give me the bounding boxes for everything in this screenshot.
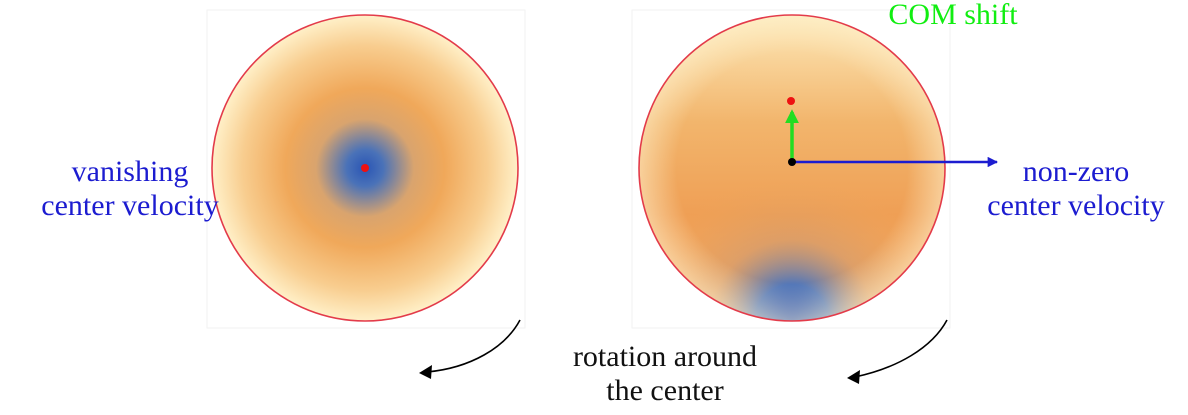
right-panel-frame	[631, 9, 951, 329]
label-line: non-zero	[1022, 155, 1130, 188]
curved-arrow-icon	[847, 319, 948, 384]
nonzero-center-velocity-label: non-zero center velocity	[965, 155, 1187, 223]
label-line: the center	[606, 373, 724, 407]
label-line: vanishing	[71, 155, 189, 188]
right-disc	[638, 14, 946, 322]
com-dot	[787, 97, 795, 105]
com-shift-label: COM shift	[878, 0, 1028, 32]
rotation-label: rotation around the center	[520, 340, 810, 408]
left-panel-frame	[206, 9, 526, 329]
right-center-dot	[788, 158, 796, 166]
vanishing-center-velocity-label: vanishing center velocity	[25, 155, 235, 223]
label-line: center velocity	[987, 188, 1165, 222]
left-center-dot	[361, 164, 369, 172]
label-line: rotation around	[572, 340, 758, 373]
curved-arrow-icon	[419, 319, 521, 379]
label-line: center velocity	[41, 188, 219, 222]
left-disc	[211, 14, 519, 322]
label-line: COM shift	[888, 0, 1018, 31]
